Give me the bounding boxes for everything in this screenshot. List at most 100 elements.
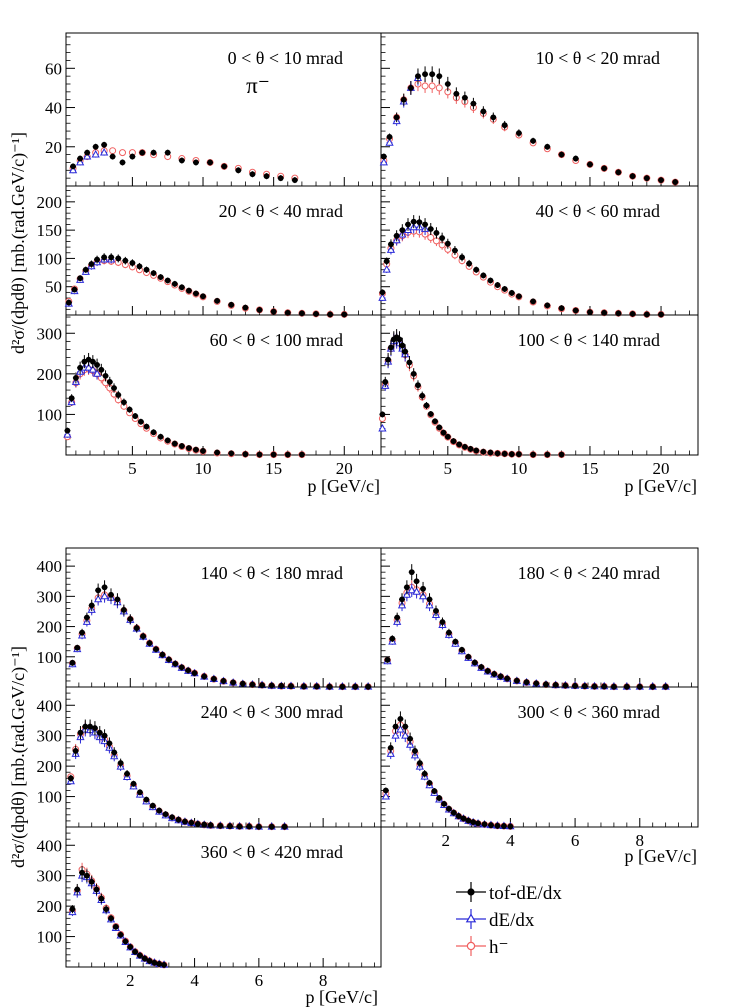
data-point: [426, 596, 433, 603]
data-point: [156, 807, 163, 814]
data-point: [508, 451, 515, 458]
data-point: [415, 73, 421, 80]
data-point: [530, 137, 537, 144]
data-point: [193, 290, 199, 297]
data-point: [91, 149, 100, 158]
data-point: [629, 310, 636, 317]
data-point: [124, 770, 130, 777]
data-point: [530, 451, 537, 458]
panel-7: 100 200 300 400 140 < θ < 180 mrad: [37, 547, 382, 691]
data-point: [178, 443, 185, 449]
data-point: [300, 683, 307, 690]
data-point: [435, 84, 443, 92]
data-point: [157, 274, 164, 280]
data-point: [421, 770, 428, 777]
data-point: [396, 724, 405, 733]
data-point: [242, 304, 249, 311]
panel-5: 100 200 300 5 10 15 20 60 < θ < 100 mrad: [37, 314, 382, 478]
data-point: [98, 366, 105, 373]
legend-label-dedx: dE/dx: [489, 910, 535, 931]
data-point: [92, 369, 102, 377]
data-point: [544, 143, 551, 150]
data-point: [397, 716, 404, 722]
data-point: [298, 451, 305, 458]
data-point: [101, 732, 108, 739]
data-point: [236, 823, 243, 830]
x-tick-label: 4: [190, 971, 199, 990]
data-point: [79, 869, 85, 876]
data-point: [407, 85, 414, 91]
data-point: [672, 179, 679, 185]
legend-item: dE/dx: [456, 909, 535, 931]
data-point: [393, 232, 400, 239]
x-tick-label: 15: [265, 459, 282, 478]
data-point: [133, 625, 140, 631]
data-point: [139, 149, 146, 156]
data-point: [487, 277, 494, 284]
data-point: [558, 451, 565, 458]
data-point: [256, 307, 263, 313]
data-point: [185, 667, 192, 674]
data-point: [388, 344, 394, 351]
y-tick-label: 100: [37, 405, 63, 424]
data-point: [278, 682, 285, 689]
data-point: [458, 646, 465, 653]
data-point: [558, 151, 565, 158]
data-point: [422, 71, 428, 78]
data-point: [87, 723, 94, 730]
data-point: [444, 81, 451, 87]
data-point: [69, 659, 76, 666]
data-point: [217, 822, 224, 829]
y-tick-label: 200: [37, 193, 63, 212]
data-point: [494, 282, 501, 288]
data-point: [140, 633, 147, 640]
x-tick-label: 10: [510, 459, 527, 478]
data-point: [121, 399, 127, 406]
data-point: [406, 359, 413, 366]
panel-title: 0 < θ < 10 mrad: [228, 48, 343, 68]
panel-frame: [380, 686, 699, 828]
data-point: [428, 82, 436, 90]
data-point: [70, 163, 76, 170]
panel-title: 40 < θ < 60 mrad: [536, 201, 660, 221]
panel-title: 60 < θ < 100 mrad: [210, 330, 343, 350]
data-point: [341, 311, 348, 318]
data-point: [95, 587, 102, 594]
data-point: [101, 254, 108, 261]
data-point: [401, 731, 410, 739]
data-point: [494, 450, 501, 457]
data-point: [132, 948, 139, 955]
particle-label: π⁻: [246, 73, 270, 98]
data-point: [461, 443, 468, 450]
data-point: [130, 780, 137, 787]
data-point: [587, 309, 593, 316]
data-point: [149, 802, 156, 809]
x-tick-label: 6: [255, 971, 264, 990]
panel-2: 10 < θ < 20 mrad: [379, 32, 699, 187]
data-point: [143, 423, 150, 430]
data-point: [108, 591, 114, 598]
y-tick-label: 300: [37, 727, 63, 746]
data-point: [246, 823, 253, 830]
data-point: [426, 779, 433, 786]
series-dedx: [66, 722, 289, 830]
y-tick-label: 400: [37, 696, 63, 715]
data-point: [481, 821, 488, 828]
data-point: [497, 673, 504, 680]
data-point: [393, 114, 400, 121]
y-tick-label: 200: [37, 618, 63, 637]
data-point: [450, 438, 457, 445]
data-point: [99, 148, 109, 156]
series-h: [63, 362, 306, 459]
data-point: [415, 382, 421, 389]
data-point: [171, 440, 178, 447]
panel-9: 100 200 300 400 240 < θ < 300 mrad: [37, 686, 382, 831]
data-point: [182, 818, 188, 825]
x-tick-label: 8: [319, 971, 328, 990]
data-point: [439, 235, 446, 241]
data-point: [379, 289, 386, 296]
data-point: [101, 584, 108, 591]
data-point: [562, 682, 569, 689]
data-point: [100, 591, 109, 600]
